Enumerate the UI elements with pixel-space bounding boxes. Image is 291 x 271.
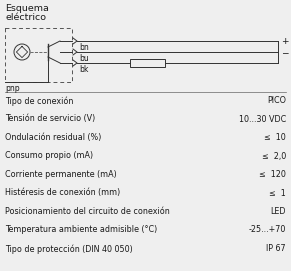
Text: eléctrico: eléctrico: [5, 13, 46, 22]
Text: ≤  10: ≤ 10: [264, 133, 286, 142]
Text: bn: bn: [79, 43, 89, 52]
Text: Consumo propio (mA): Consumo propio (mA): [5, 151, 93, 160]
Text: +: +: [281, 37, 288, 46]
Text: Tipo de conexión: Tipo de conexión: [5, 96, 73, 105]
Text: Histéresis de conexión (mm): Histéresis de conexión (mm): [5, 189, 120, 198]
Text: -25...+70: -25...+70: [249, 225, 286, 234]
Text: Posicionamiento del circuito de conexión: Posicionamiento del circuito de conexión: [5, 207, 170, 216]
Text: bu: bu: [79, 54, 89, 63]
Text: ≤  1: ≤ 1: [269, 189, 286, 198]
Text: LED: LED: [271, 207, 286, 216]
Text: Tensión de servicio (V): Tensión de servicio (V): [5, 115, 95, 124]
Text: bk: bk: [79, 65, 88, 74]
Text: Ondulación residual (%): Ondulación residual (%): [5, 133, 101, 142]
Text: Temperatura ambiente admisible (°C): Temperatura ambiente admisible (°C): [5, 225, 157, 234]
Text: IP 67: IP 67: [266, 244, 286, 253]
Text: ≤  120: ≤ 120: [259, 170, 286, 179]
Text: Esquema: Esquema: [5, 4, 49, 13]
Text: Corriente permanente (mA): Corriente permanente (mA): [5, 170, 117, 179]
Text: ≤  2,0: ≤ 2,0: [262, 151, 286, 160]
Text: PICO: PICO: [267, 96, 286, 105]
Bar: [5, 28, 72, 82]
Bar: [130, 59, 165, 67]
Text: −: −: [281, 49, 288, 57]
Text: 10...30 VDC: 10...30 VDC: [239, 115, 286, 124]
Text: Tipo de protección (DIN 40 050): Tipo de protección (DIN 40 050): [5, 244, 133, 253]
Text: pnp: pnp: [5, 84, 19, 93]
